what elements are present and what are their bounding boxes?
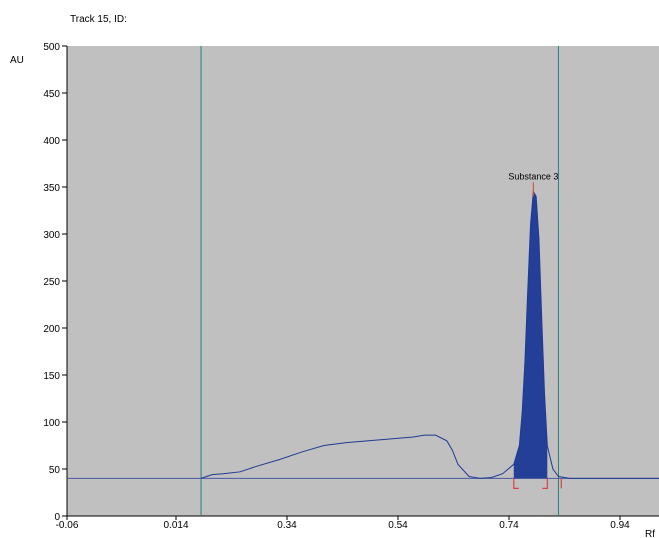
plot-area (67, 46, 659, 516)
integration-end-mark (542, 478, 548, 489)
y-tick-label: 350 (43, 183, 60, 194)
integration-start-mark (513, 478, 519, 489)
y-tick-label: 200 (43, 324, 60, 335)
chart-title: Track 15, ID: (70, 14, 127, 25)
trace-layer (200, 190, 659, 479)
densitogram-trace (200, 190, 659, 479)
annotation-layer: Substance 3 (508, 171, 562, 489)
x-tick-label: 0.34 (277, 520, 297, 531)
y-tick-label: 150 (43, 371, 60, 382)
axes-layer: 0 50 100 150 200 250 300 350 400 450 500 -0.06 0.014… (43, 42, 659, 531)
y-axis-label: AU (10, 55, 24, 66)
y-tick-label: 450 (43, 89, 60, 100)
markers-layer (67, 46, 659, 516)
y-tick-label: 0 (54, 512, 60, 523)
y-tick-label: 250 (43, 277, 60, 288)
x-tick-label: 0.94 (610, 520, 630, 531)
x-tick-label: 0.54 (388, 520, 408, 531)
y-tick-label: 400 (43, 136, 60, 147)
y-tick-label: 500 (43, 42, 60, 53)
y-tick-label: 50 (49, 465, 61, 476)
peak-area-fill (513, 191, 548, 479)
peak-label: Substance 3 (508, 171, 558, 181)
y-tick-label: 300 (43, 230, 60, 241)
y-tick-label: 100 (43, 418, 60, 429)
x-axis-label: Rf (645, 529, 655, 538)
x-tick-label: 0.74 (499, 520, 519, 531)
x-tick-label: 0.014 (163, 520, 188, 531)
x-tick-label: -0.06 (56, 520, 79, 531)
